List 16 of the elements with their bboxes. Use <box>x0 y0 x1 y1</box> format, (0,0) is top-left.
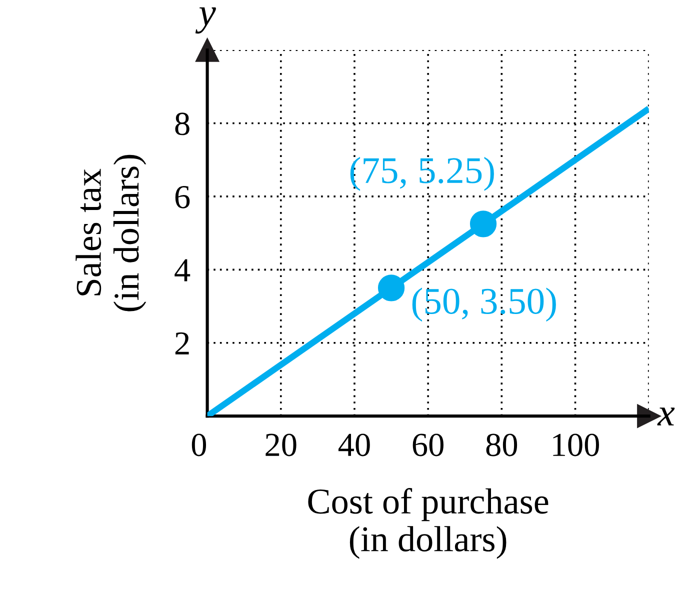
y-tick-label: 6 <box>175 186 190 208</box>
y-axis-title: Sales tax (in dollars) <box>76 154 146 312</box>
text: x <box>657 408 675 426</box>
y-tick-label: 2 <box>175 332 189 354</box>
x-tick-label: 0 <box>192 434 206 456</box>
y-tick-label: 8 <box>175 112 190 136</box>
y-tick-label: 4 <box>174 259 190 282</box>
x-tick-label: 80 <box>486 434 518 456</box>
x-tick-label: 40 <box>338 434 370 456</box>
x-tick-label: 60 <box>412 434 444 456</box>
annotation: (75, 5.25) <box>350 156 494 191</box>
annotation: (50, 3.50) <box>412 288 556 322</box>
text: y <box>195 7 216 34</box>
x-tick-label: 100 <box>553 434 599 456</box>
x-tick-label: 20 <box>266 434 296 456</box>
x-axis-title: Cost of purchase (in dollars) <box>308 488 548 559</box>
